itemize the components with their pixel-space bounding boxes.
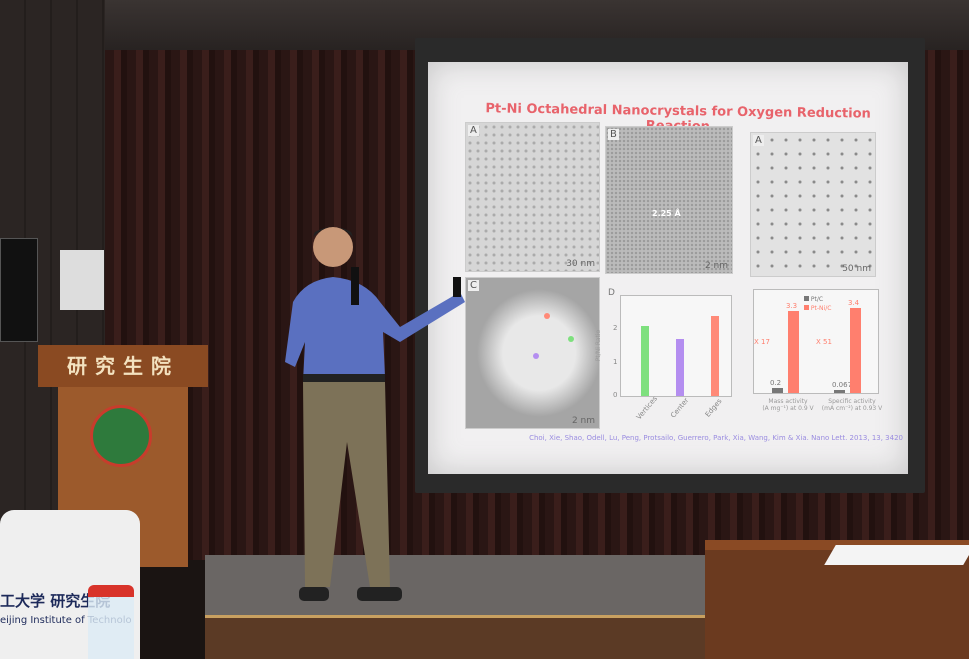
water-bottle xyxy=(88,585,134,659)
scale-bar: 2 nm xyxy=(704,261,728,271)
paper-sheet xyxy=(824,545,969,565)
vertex-dot xyxy=(568,336,574,342)
laser-pointer xyxy=(453,277,461,297)
edge-dot xyxy=(544,313,550,319)
scale-bar: 2 nm xyxy=(571,416,595,426)
citation: Choi, Xie, Shao, Odell, Lu, Peng, Protsa… xyxy=(529,434,903,442)
bar-ptc xyxy=(834,390,845,393)
panel-label: B xyxy=(608,129,619,140)
lattice-spacing: 2.25 Å xyxy=(652,209,681,218)
presentation-slide: Pt-Ni Octahedral Nanocrystals for Oxygen… xyxy=(428,62,908,474)
head xyxy=(313,227,353,267)
university-emblem xyxy=(90,405,152,467)
value-label: 3.3 xyxy=(786,301,798,310)
panel-label: D xyxy=(608,288,615,298)
tem-image-a: A 30 nm xyxy=(465,122,600,272)
panel-label: C xyxy=(468,280,479,291)
center-dot xyxy=(533,353,539,359)
improvement-factor: X 17 xyxy=(754,338,770,346)
ratio-bar-chart: Vertices Center Edges 0 1 2 xyxy=(613,295,732,421)
value-label: 0.067 xyxy=(832,381,853,389)
activity-bar-chart: Pt/C Pt-Ni/C 0.2 3.3 X 17 0.067 3.4 X 51 xyxy=(753,289,879,394)
hrtem-image-b: B 2.25 Å 2 nm xyxy=(605,126,733,274)
stage-edge xyxy=(205,615,705,659)
legend-ptc: Pt/C xyxy=(804,296,823,303)
y-tick-label: 0 xyxy=(613,391,618,399)
bar-vertices xyxy=(641,326,649,396)
bar-ptnic xyxy=(788,310,799,393)
panel-label: A xyxy=(753,135,764,146)
podium-sign: 研究生院 xyxy=(38,345,208,387)
shirt xyxy=(285,277,465,382)
chair-cover-subtext: eijing Institute of Technolo xyxy=(0,615,132,626)
bar-ptc xyxy=(772,388,783,393)
x-tick-label: Center xyxy=(669,396,691,420)
wall-control-panel xyxy=(0,238,38,342)
x-tick-label: Edges xyxy=(703,397,724,419)
scale-bar: 30 nm xyxy=(566,259,595,269)
bar-ptnic xyxy=(850,308,861,393)
chair-cover-text: 工大学 研究生院 xyxy=(0,592,111,610)
haadf-image-c: C 2 nm xyxy=(465,277,600,429)
trousers xyxy=(303,382,390,587)
x-tick-label: Vertices xyxy=(634,394,659,422)
group-label-specific: Specific activity (mA cm⁻²) at 0.93 V xyxy=(821,398,883,412)
microphone xyxy=(351,267,359,305)
tem-image-a2: A 50 nm xyxy=(750,132,876,277)
y-tick-label: 1 xyxy=(613,357,618,366)
value-label: 0.2 xyxy=(770,379,782,387)
presenter xyxy=(285,227,465,601)
wall-sign xyxy=(60,250,104,310)
chart-d-ylabel: Pt/Ni Ratio xyxy=(595,329,603,362)
group-label-mass: Mass activity (A mg⁻¹) at 0.9 V xyxy=(762,398,814,412)
bar-center xyxy=(676,339,684,396)
panel-label: A xyxy=(468,125,479,136)
improvement-factor: X 51 xyxy=(816,338,832,346)
value-label: 3.4 xyxy=(848,299,860,307)
bar-edges xyxy=(711,316,719,396)
y-tick-label: 2 xyxy=(613,324,618,333)
legend-ptnic: Pt-Ni/C xyxy=(804,305,831,312)
scale-bar: 50 nm xyxy=(842,264,871,274)
